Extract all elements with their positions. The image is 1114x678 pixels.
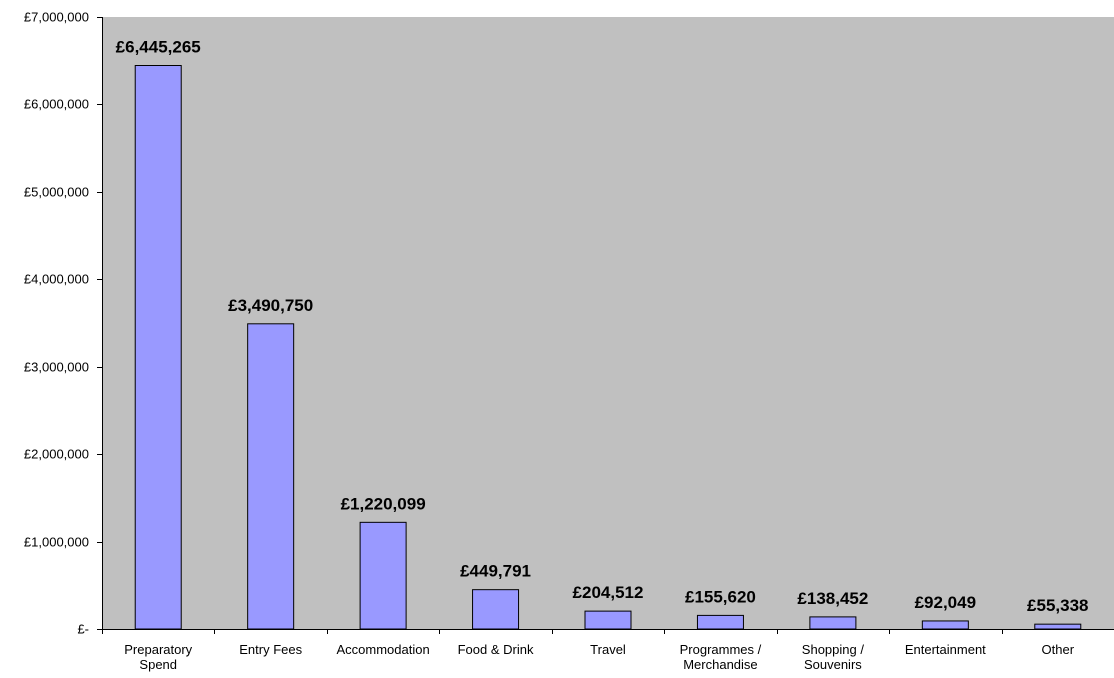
bar <box>359 521 407 630</box>
data-label: £92,049 <box>915 593 976 612</box>
x-tick-label: Food & Drink <box>458 642 534 657</box>
bar <box>921 620 969 630</box>
y-tick-label: £7,000,000 <box>24 10 89 25</box>
data-label: £55,338 <box>1027 596 1088 615</box>
y-tick-label: £3,000,000 <box>24 360 89 375</box>
y-axis: £- £1,000,000 £2,000,000 £3,000,000 £4,000,0… <box>24 10 103 637</box>
bar <box>1034 623 1082 630</box>
data-labels: £6,445,265 £3,490,750 £1,220,099 £449,791 £2… <box>116 37 1089 615</box>
data-label: £204,512 <box>573 583 644 602</box>
x-tick-label: Preparatory Spend <box>124 642 192 672</box>
x-tick-label: Entry Fees <box>239 642 302 657</box>
data-label: £6,445,265 <box>116 37 201 56</box>
bar <box>247 323 295 630</box>
data-label: £155,620 <box>685 587 756 606</box>
x-tick-label: Travel <box>590 642 626 657</box>
data-label: £449,791 <box>460 562 531 581</box>
y-tick-label: £5,000,000 <box>24 185 89 200</box>
x-tick-label: Entertainment <box>905 642 986 657</box>
bar <box>134 64 182 630</box>
bar <box>584 610 632 630</box>
data-label: £3,490,750 <box>228 296 313 315</box>
bar <box>809 616 857 630</box>
x-tick-label: Shopping / Souvenirs <box>802 642 865 672</box>
data-label: £1,220,099 <box>341 494 426 513</box>
x-tick-label: Accommodation <box>337 642 430 657</box>
bars <box>134 64 1082 630</box>
y-tick-label: £6,000,000 <box>24 97 89 112</box>
x-axis: Preparatory Spend Entry Fees Accommodation F… <box>102 629 1114 672</box>
data-label: £138,452 <box>797 589 868 608</box>
y-tick-label: £1,000,000 <box>24 535 89 550</box>
bar <box>696 614 744 630</box>
x-tick-label: Other <box>1042 642 1075 657</box>
y-tick-label: £2,000,000 <box>24 447 89 462</box>
y-tick-label: £- <box>77 622 89 637</box>
x-tick-label: Programmes / Merchandise <box>680 642 762 672</box>
bar <box>472 589 520 630</box>
y-tick-label: £4,000,000 <box>24 272 89 287</box>
